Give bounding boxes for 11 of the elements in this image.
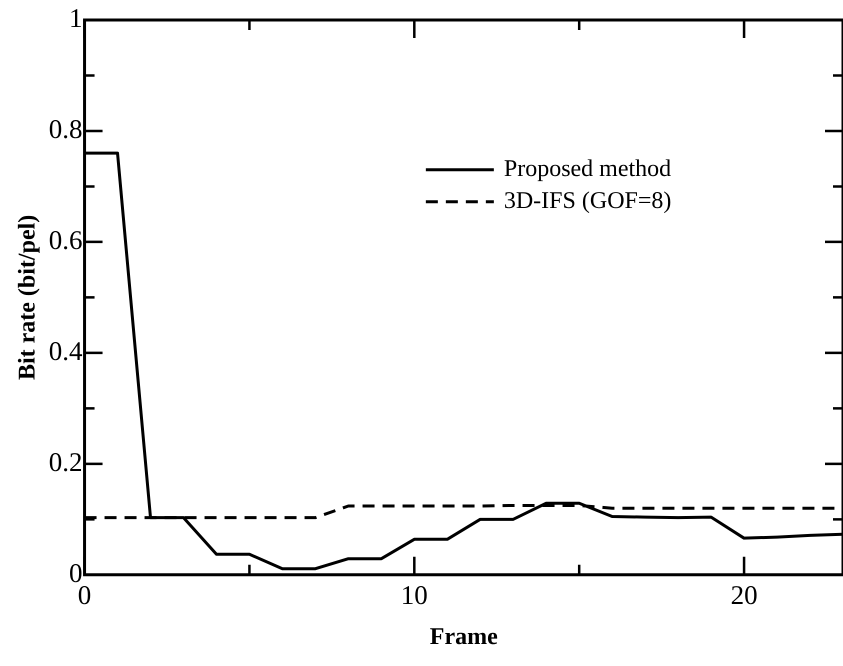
y-tick-label: 0.4 <box>48 336 84 366</box>
y-axis-title: Bit rate (bit/pel) <box>14 214 41 380</box>
y-tick-label: 0.6 <box>48 225 83 256</box>
x-tick-label: 10 <box>400 580 428 610</box>
legend-label: Proposed method <box>504 156 672 182</box>
x-tick-label: 20 <box>730 580 758 610</box>
legend-label: 3D-IFS (GOF=8) <box>504 188 672 214</box>
x-axis-title: Frame <box>430 624 498 650</box>
y-tick-label: 0.8 <box>48 114 83 144</box>
y-tick-label: 1 <box>69 3 83 34</box>
y-tick-label: 0.2 <box>48 446 83 477</box>
